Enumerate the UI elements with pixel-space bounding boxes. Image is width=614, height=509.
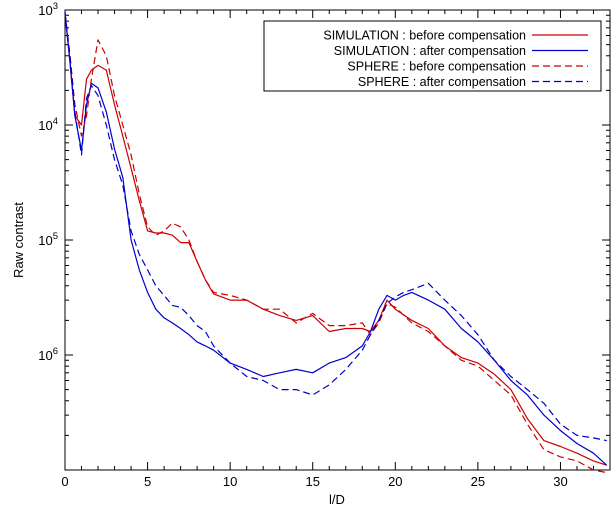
y-tick-label: 105 (38, 231, 58, 248)
y-axis-title: Raw contrast (11, 202, 26, 278)
x-tick-label: 20 (388, 474, 402, 489)
x-tick-label: 15 (305, 474, 319, 489)
legend: SIMULATION : before compensationSIMULATI… (263, 20, 602, 92)
x-tick-label: 0 (61, 474, 68, 489)
legend-label: SPHERE : after compensation (358, 75, 526, 89)
axis-ticks (64, 9, 611, 471)
legend-box (263, 20, 602, 92)
series-line-4 (64, 12, 607, 442)
legend-label: SIMULATION : after compensation (334, 44, 526, 58)
x-tick-label: 10 (223, 474, 237, 489)
series-group (64, 12, 608, 474)
y-tick-label: 106 (38, 346, 58, 363)
x-tick-label: 30 (553, 474, 567, 489)
x-tick-label: 5 (144, 474, 151, 489)
legend-label: SPHERE : before compensation (347, 60, 526, 74)
x-tick-label: 25 (471, 474, 485, 489)
x-axis-title: l/D (329, 492, 345, 507)
y-tick-label: 103 (38, 1, 58, 18)
series-line-2 (64, 12, 608, 466)
legend-label: SIMULATION : before compensation (323, 29, 526, 43)
tick-labels: 0 5 10 15 20 25 30 103 104 105 106 (38, 1, 567, 489)
series-line-3 (64, 12, 607, 474)
y-tick-label: 104 (38, 116, 58, 133)
